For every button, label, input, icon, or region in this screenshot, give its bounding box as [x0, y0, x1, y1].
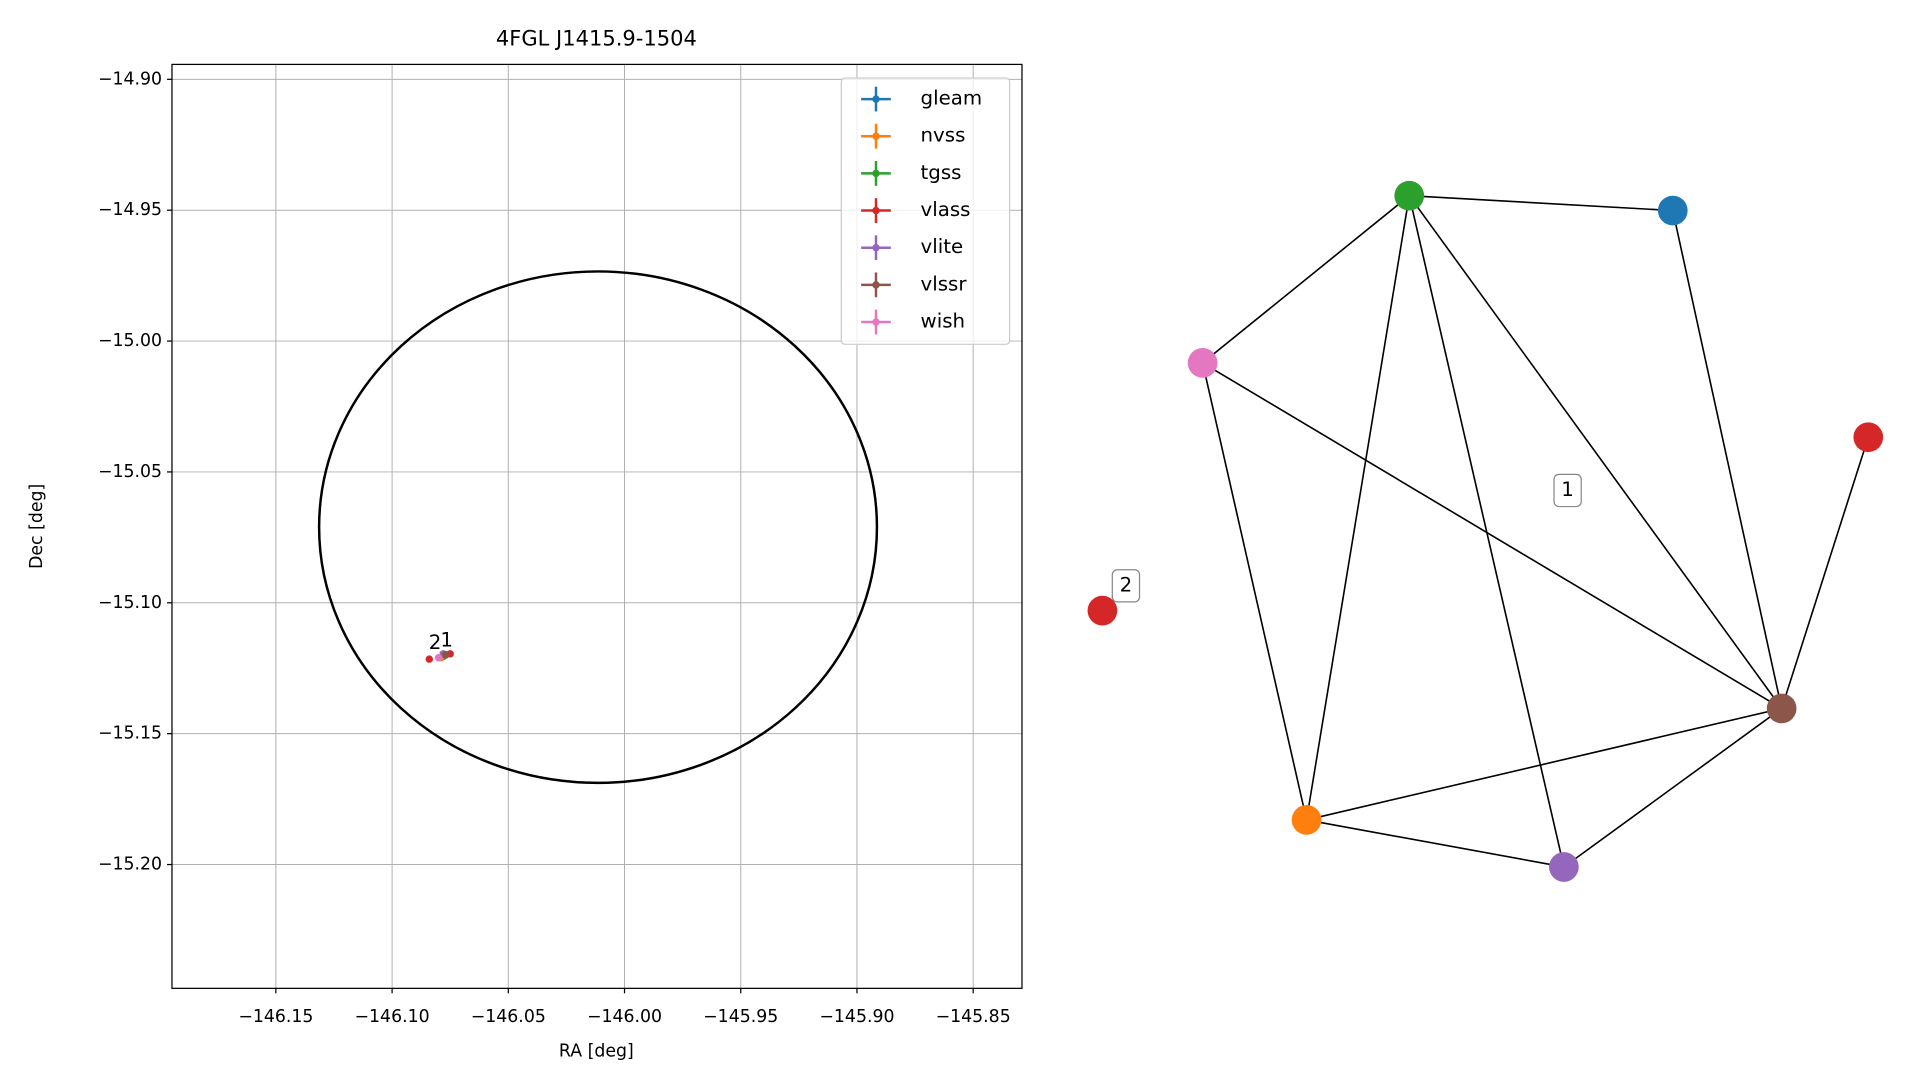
annotation: 1 — [440, 628, 453, 651]
y-tick-label: −14.90 — [98, 69, 162, 89]
group-label-box — [1111, 569, 1141, 603]
x-tick-label: −146.15 — [238, 1007, 313, 1027]
data-point — [425, 655, 433, 663]
y-tick-label: −14.95 — [98, 200, 162, 220]
graph-node — [1657, 195, 1688, 226]
y-tick-label: −15.00 — [98, 331, 162, 351]
legend-label: vlite — [921, 235, 964, 258]
x-tick-label: −145.90 — [819, 1007, 894, 1027]
error-ellipse — [317, 270, 879, 785]
graph-edge — [1408, 195, 1565, 868]
legend-marker — [872, 206, 880, 215]
y-tick-label: −15.15 — [98, 724, 162, 744]
graph-edge — [1780, 436, 1870, 709]
graph-node — [1549, 852, 1579, 882]
x-tick-label: −146.00 — [587, 1007, 662, 1027]
data-point — [434, 654, 443, 662]
graph-edge — [1409, 194, 1673, 212]
graph-node — [1766, 693, 1797, 724]
legend-marker — [872, 95, 880, 103]
y-tick-label: −15.05 — [98, 462, 162, 482]
graph-edge — [1671, 210, 1783, 709]
graph-edge — [1306, 707, 1782, 821]
graph-edge — [1306, 819, 1565, 868]
legend-marker — [872, 281, 880, 289]
graph-edge — [1202, 362, 1783, 710]
y-axis-label: Dec [deg] — [27, 484, 47, 569]
data-point — [441, 650, 450, 659]
graph-edge — [1202, 195, 1410, 364]
y-tick-label: −15.10 — [98, 593, 162, 613]
group-label: 1 — [1561, 478, 1574, 501]
x-tick-label: −145.95 — [703, 1007, 778, 1027]
legend-marker — [872, 243, 880, 252]
group-label-box — [1553, 473, 1582, 508]
legend-marker — [872, 318, 880, 326]
x-axis-label: RA [deg] — [559, 1042, 634, 1062]
x-tick-label: −146.10 — [355, 1007, 430, 1027]
graph-edge — [1201, 362, 1308, 821]
legend-label: wish — [921, 310, 966, 333]
legend-label: nvss — [921, 124, 966, 147]
legend-label: vlssr — [921, 272, 968, 295]
plot-frame — [171, 63, 1023, 989]
graph-node — [1291, 805, 1322, 835]
graph-edge — [1563, 707, 1783, 868]
legend-label: tgss — [921, 161, 962, 184]
graph-node — [1394, 180, 1425, 211]
legend-marker — [872, 132, 880, 140]
group-label: 2 — [1120, 573, 1133, 596]
graph-node — [1853, 422, 1884, 453]
x-tick-label: −145.85 — [936, 1007, 1011, 1027]
legend-label: gleam — [921, 87, 983, 110]
graph-edge — [1305, 195, 1411, 821]
legend-marker — [872, 169, 880, 178]
graph-edge — [1408, 195, 1783, 709]
legend-label: vlass — [921, 198, 971, 221]
graph-node — [1187, 348, 1218, 378]
chart-title: 4FGL J1415.9-1504 — [496, 26, 697, 51]
y-tick-label: −15.20 — [98, 855, 162, 875]
graph-node — [1087, 595, 1118, 626]
x-tick-label: −146.05 — [471, 1007, 546, 1027]
annotation: 2 — [429, 631, 442, 654]
legend-box — [840, 77, 1011, 345]
